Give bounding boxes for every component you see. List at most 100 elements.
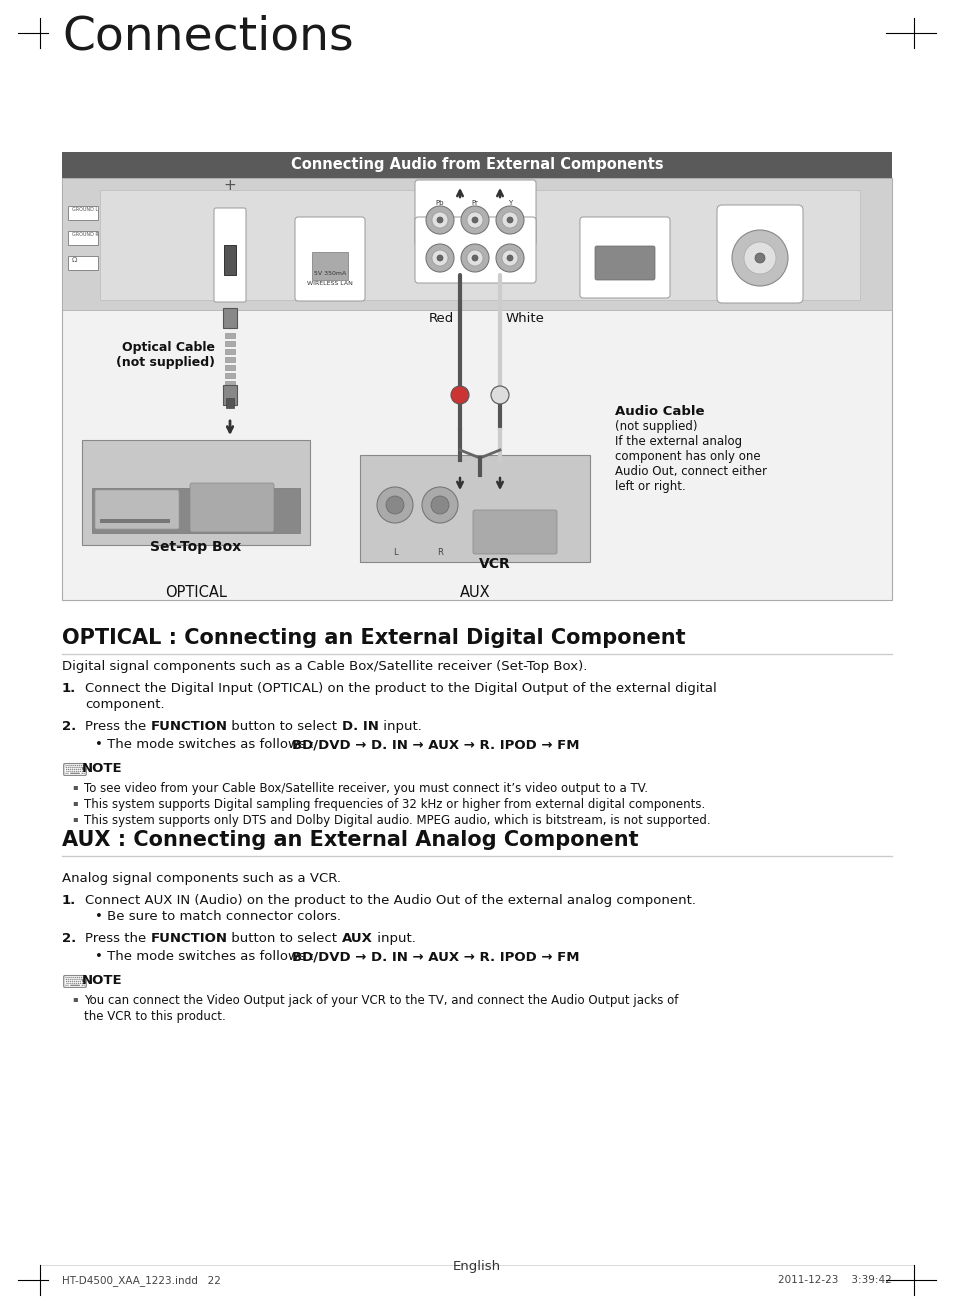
Circle shape xyxy=(436,217,442,223)
Bar xyxy=(225,349,234,354)
Text: button to select: button to select xyxy=(227,720,341,733)
Text: R: R xyxy=(436,548,442,557)
Text: ▪: ▪ xyxy=(71,814,77,823)
Bar xyxy=(68,207,98,220)
Text: HT-D4500_XAA_1223.indd   22: HT-D4500_XAA_1223.indd 22 xyxy=(62,1276,221,1286)
Text: ▪: ▪ xyxy=(71,782,77,791)
Circle shape xyxy=(501,250,517,267)
Circle shape xyxy=(431,495,449,514)
Text: To see video from your Cable Box/Satellite receiver, you must connect it’s video: To see video from your Cable Box/Satelli… xyxy=(84,782,647,795)
Circle shape xyxy=(421,488,457,523)
Bar xyxy=(225,333,234,339)
Text: 2011-12-23    3:39:42: 2011-12-23 3:39:42 xyxy=(778,1276,891,1285)
Bar xyxy=(225,382,234,386)
Circle shape xyxy=(731,230,787,286)
Bar xyxy=(225,397,234,403)
Text: NOTE: NOTE xyxy=(82,974,123,987)
Bar xyxy=(100,190,859,301)
Text: • Be sure to match connector colors.: • Be sure to match connector colors. xyxy=(95,910,340,923)
Bar xyxy=(225,389,234,393)
Bar xyxy=(359,455,589,562)
Text: ▪: ▪ xyxy=(71,995,77,1002)
Bar xyxy=(62,152,891,178)
Text: Red: Red xyxy=(428,311,454,324)
Text: 1.: 1. xyxy=(62,894,76,907)
Circle shape xyxy=(432,212,448,227)
FancyBboxPatch shape xyxy=(95,490,179,529)
Circle shape xyxy=(460,244,489,272)
Text: ▪: ▪ xyxy=(71,799,77,806)
FancyBboxPatch shape xyxy=(579,217,669,298)
Circle shape xyxy=(467,212,482,227)
Text: You can connect the Video Output jack of your VCR to the TV, and connect the Aud: You can connect the Video Output jack of… xyxy=(84,995,678,1006)
FancyBboxPatch shape xyxy=(473,510,557,554)
Text: GROUND R: GROUND R xyxy=(71,233,99,237)
Circle shape xyxy=(496,207,523,234)
Circle shape xyxy=(426,244,454,272)
FancyBboxPatch shape xyxy=(595,246,655,280)
Text: Audio Cable: Audio Cable xyxy=(615,405,703,418)
Text: AUX: AUX xyxy=(459,586,490,600)
Text: ⌨: ⌨ xyxy=(62,974,88,992)
Text: Connecting Audio from External Components: Connecting Audio from External Component… xyxy=(291,158,662,173)
Text: component.: component. xyxy=(85,698,165,711)
Circle shape xyxy=(432,250,448,267)
Circle shape xyxy=(506,255,513,261)
Text: VCR: VCR xyxy=(478,557,511,571)
Text: 1.: 1. xyxy=(62,682,76,695)
Text: • The mode switches as follows :: • The mode switches as follows : xyxy=(95,950,318,963)
Circle shape xyxy=(472,217,477,223)
Circle shape xyxy=(460,207,489,234)
Circle shape xyxy=(743,242,775,274)
Bar xyxy=(223,386,236,405)
FancyBboxPatch shape xyxy=(415,217,536,284)
Text: Pb: Pb xyxy=(436,200,444,207)
Bar xyxy=(225,357,234,362)
Text: English: English xyxy=(453,1260,500,1273)
FancyBboxPatch shape xyxy=(213,208,246,302)
Text: input.: input. xyxy=(378,720,421,733)
Bar xyxy=(82,440,310,545)
Text: BD/DVD → D. IN → AUX → R. IPOD → FM: BD/DVD → D. IN → AUX → R. IPOD → FM xyxy=(292,738,578,752)
Text: Analog signal components such as a VCR.: Analog signal components such as a VCR. xyxy=(62,872,340,885)
FancyBboxPatch shape xyxy=(415,180,536,246)
Circle shape xyxy=(376,488,413,523)
Bar xyxy=(225,365,234,370)
Text: Connect the Digital Input (OPTICAL) on the product to the Digital Output of the : Connect the Digital Input (OPTICAL) on t… xyxy=(85,682,716,695)
Bar xyxy=(68,256,98,271)
Circle shape xyxy=(754,254,764,263)
Bar xyxy=(312,252,348,280)
Text: L: L xyxy=(393,548,396,557)
Text: This system supports Digital sampling frequencies of 32 kHz or higher from exter: This system supports Digital sampling fr… xyxy=(84,799,704,812)
Bar xyxy=(224,244,235,274)
Text: GROUND L: GROUND L xyxy=(71,207,98,212)
Text: BD/DVD → D. IN → AUX → R. IPOD → FM: BD/DVD → D. IN → AUX → R. IPOD → FM xyxy=(292,950,578,963)
Circle shape xyxy=(436,255,442,261)
Bar xyxy=(226,399,233,408)
FancyBboxPatch shape xyxy=(717,205,802,303)
Circle shape xyxy=(496,244,523,272)
Text: Y: Y xyxy=(507,200,512,207)
Bar xyxy=(100,519,170,523)
Text: AUX: AUX xyxy=(341,932,373,945)
Text: NOTE: NOTE xyxy=(82,762,123,775)
Text: 5V 350mA: 5V 350mA xyxy=(314,271,346,276)
Text: +: + xyxy=(223,179,236,193)
Bar xyxy=(91,488,299,533)
Bar xyxy=(68,231,98,244)
Text: D. IN: D. IN xyxy=(341,720,378,733)
Text: Connect AUX IN (Audio) on the product to the Audio Out of the external analog co: Connect AUX IN (Audio) on the product to… xyxy=(85,894,696,907)
Text: Set-Top Box: Set-Top Box xyxy=(151,540,241,554)
Text: Press the: Press the xyxy=(85,932,151,945)
Text: (not supplied)
If the external analog
component has only one
Audio Out, connect : (not supplied) If the external analog co… xyxy=(615,420,766,493)
Circle shape xyxy=(472,255,477,261)
Text: Digital signal components such as a Cable Box/Satellite receiver (Set-Top Box).: Digital signal components such as a Cabl… xyxy=(62,660,587,673)
Text: Connections: Connections xyxy=(62,14,354,60)
Text: ⌨: ⌨ xyxy=(62,762,88,780)
Text: 2.: 2. xyxy=(62,720,76,733)
Text: White: White xyxy=(505,311,544,324)
Text: Ω: Ω xyxy=(71,257,77,263)
Text: This system supports only DTS and Dolby Digital audio. MPEG audio, which is bits: This system supports only DTS and Dolby … xyxy=(84,814,710,827)
Circle shape xyxy=(501,212,517,227)
Text: input.: input. xyxy=(373,932,416,945)
